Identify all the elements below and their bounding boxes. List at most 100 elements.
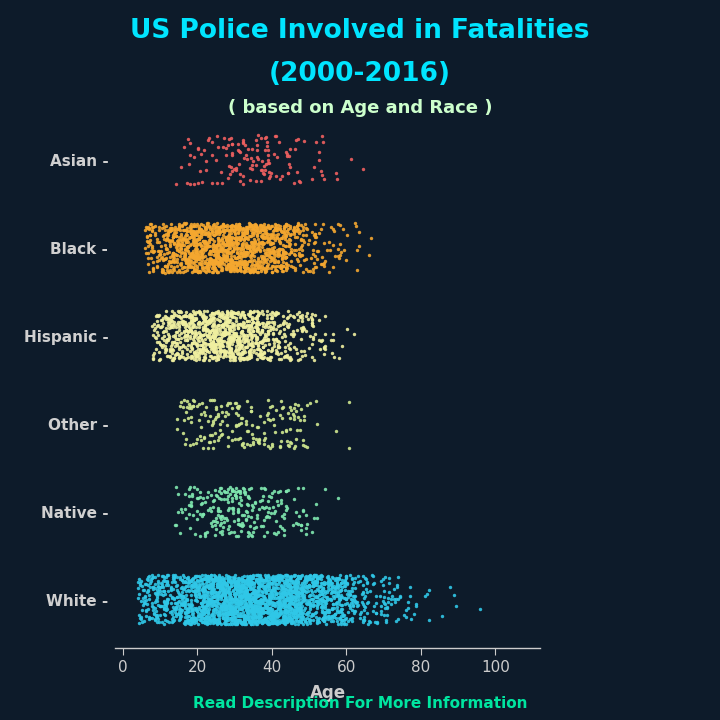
Point xyxy=(270,405,282,416)
Point xyxy=(264,603,275,615)
Point xyxy=(232,320,243,331)
Point xyxy=(204,597,216,608)
Point xyxy=(341,323,353,335)
Point xyxy=(146,570,158,581)
Point xyxy=(210,338,221,350)
Point xyxy=(251,325,263,337)
Point xyxy=(248,611,259,622)
Point xyxy=(174,615,185,626)
Point xyxy=(205,585,217,597)
Point xyxy=(301,598,312,610)
Point xyxy=(213,580,225,592)
Point xyxy=(246,576,258,588)
Point xyxy=(284,597,295,608)
Point xyxy=(277,402,289,413)
Point xyxy=(260,606,271,618)
Point xyxy=(258,168,270,180)
Point xyxy=(183,499,194,510)
Point xyxy=(199,585,210,596)
Point xyxy=(225,309,237,320)
Point xyxy=(226,254,238,266)
Point xyxy=(235,232,247,243)
Point xyxy=(262,345,274,356)
Point xyxy=(233,335,245,346)
Point xyxy=(238,321,249,333)
Point xyxy=(227,614,238,626)
Point xyxy=(199,530,211,541)
Point xyxy=(243,309,255,320)
Point xyxy=(309,580,320,591)
Point xyxy=(271,597,283,608)
Point xyxy=(249,593,261,605)
Point xyxy=(217,351,228,363)
Point xyxy=(251,433,262,444)
Point xyxy=(223,613,235,624)
Point xyxy=(260,262,271,274)
Point xyxy=(212,590,223,601)
Point xyxy=(146,613,158,624)
Point xyxy=(198,431,210,442)
Point xyxy=(251,615,262,626)
Point xyxy=(300,325,312,337)
Point xyxy=(301,572,312,583)
Point xyxy=(207,587,218,598)
Point xyxy=(274,441,286,453)
Point xyxy=(270,528,282,539)
Point xyxy=(208,239,220,251)
Point xyxy=(247,607,258,618)
Point xyxy=(240,246,251,258)
Point xyxy=(149,322,161,333)
Point xyxy=(266,577,278,588)
Point xyxy=(318,578,330,590)
Point xyxy=(278,597,289,608)
Point xyxy=(161,333,173,345)
Point xyxy=(227,585,238,597)
Point xyxy=(207,575,219,587)
Point xyxy=(177,341,189,352)
Point xyxy=(264,442,276,454)
Point xyxy=(243,499,254,510)
Point xyxy=(226,238,238,249)
Point xyxy=(172,333,184,345)
Point xyxy=(255,575,266,586)
Point xyxy=(197,570,208,581)
Point xyxy=(258,251,270,263)
Point xyxy=(341,588,353,600)
Point xyxy=(258,222,269,234)
Point xyxy=(166,261,177,272)
Point xyxy=(238,354,250,365)
Point xyxy=(238,613,250,625)
Point xyxy=(171,240,183,251)
Point xyxy=(289,600,301,612)
Point xyxy=(229,618,240,629)
Point xyxy=(262,262,274,274)
Point xyxy=(248,585,260,596)
Point xyxy=(225,222,236,234)
Point xyxy=(268,613,279,624)
Point xyxy=(213,320,225,331)
Point xyxy=(347,600,359,612)
Point xyxy=(153,582,164,593)
Point xyxy=(244,346,256,357)
Point xyxy=(317,613,328,624)
Point xyxy=(240,242,252,253)
Point xyxy=(214,425,225,436)
Point xyxy=(238,616,250,627)
Point xyxy=(284,222,296,233)
Point xyxy=(184,247,195,258)
Point xyxy=(280,264,292,275)
Point xyxy=(179,618,190,629)
Point xyxy=(269,264,281,276)
Point xyxy=(327,590,338,602)
Point xyxy=(243,346,254,358)
Point xyxy=(246,577,257,588)
Point xyxy=(285,260,297,271)
Point xyxy=(264,503,275,514)
Point xyxy=(233,145,245,156)
Point xyxy=(202,487,214,498)
Point xyxy=(257,521,269,532)
Point xyxy=(289,587,301,598)
Point xyxy=(230,580,242,592)
Point xyxy=(258,574,269,585)
Point xyxy=(239,336,251,347)
